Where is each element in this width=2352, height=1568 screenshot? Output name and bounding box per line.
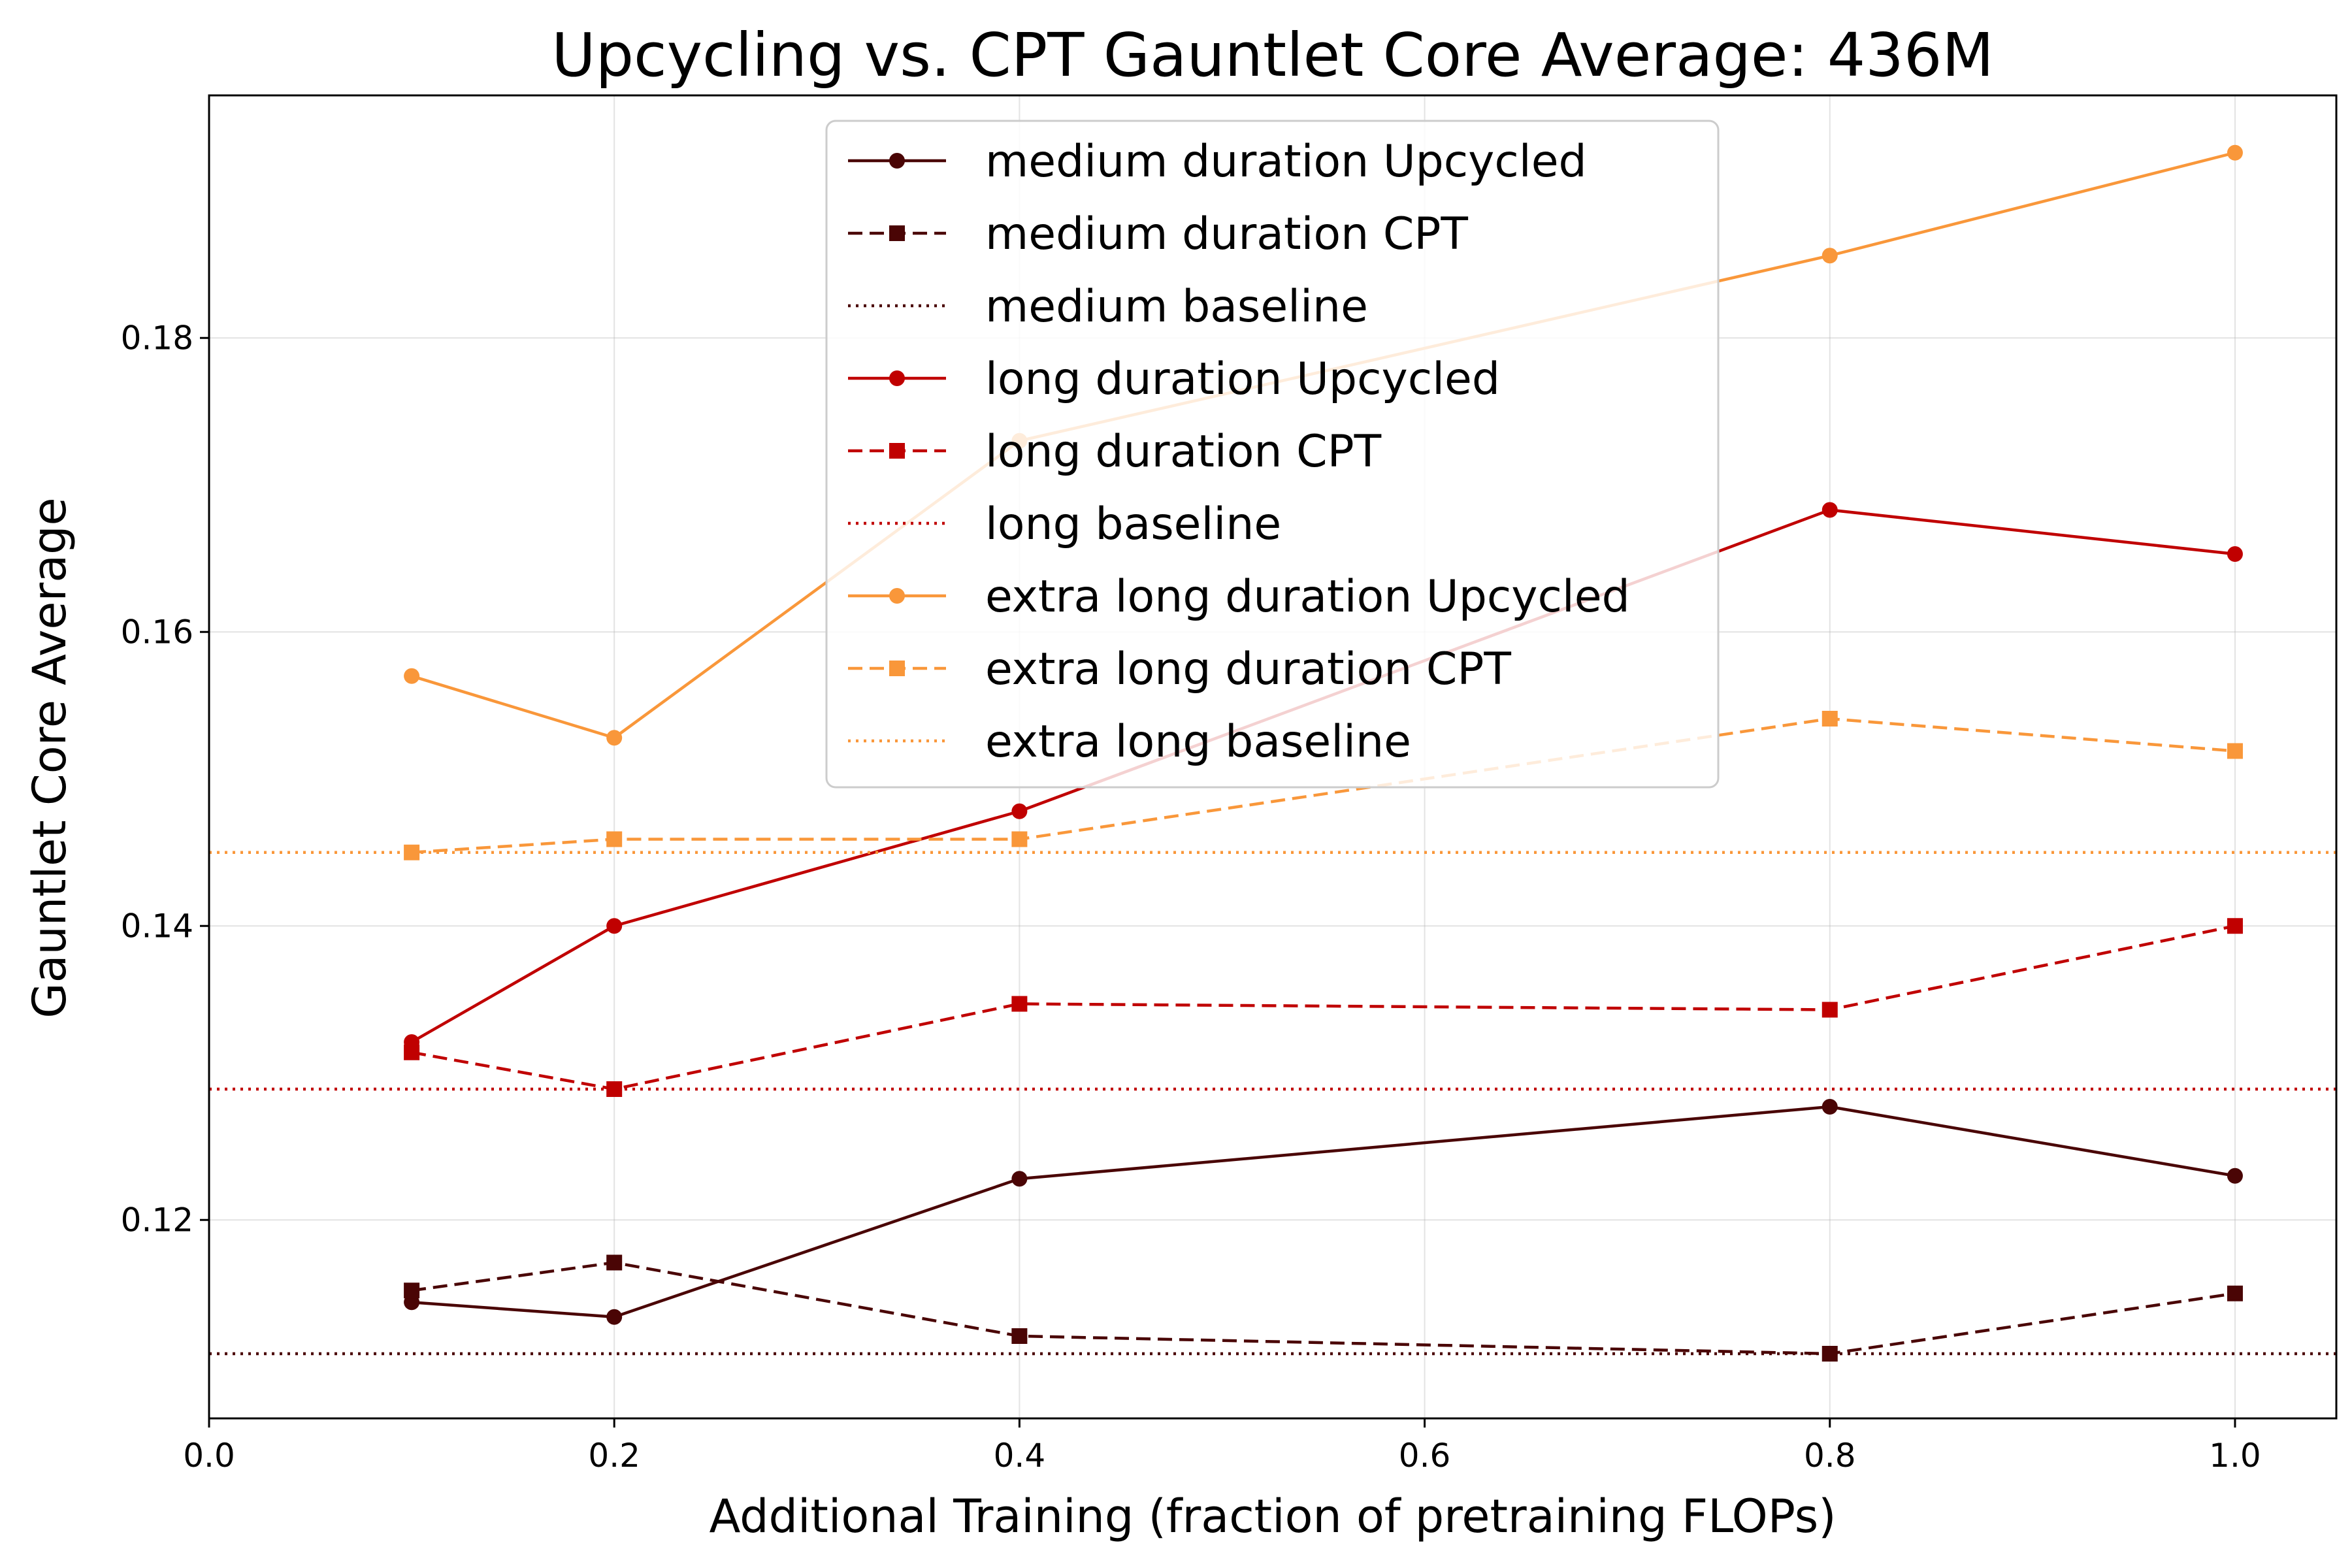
legend-label-medium-duration-upcycled: medium duration Upcycled	[985, 136, 1587, 188]
x-tick-label: 0.6	[1399, 1437, 1451, 1475]
legend-item-medium-duration-cpt: medium duration CPT	[848, 208, 1468, 260]
y-tick-label: 0.16	[121, 613, 193, 651]
legend-item-long-baseline: long baseline	[848, 498, 1281, 550]
point-long-duration-upcycled	[2227, 546, 2243, 562]
point-extra-long-duration-upcycled	[404, 668, 420, 684]
legend-item-extra-long-duration-upcycled: extra long duration Upcycled	[848, 571, 1630, 623]
point-medium-duration-upcycled	[606, 1309, 623, 1325]
legend-marker-long-duration-cpt	[889, 443, 905, 459]
legend-marker-medium-duration-upcycled	[889, 153, 905, 169]
legend-label-long-duration-upcycled: long duration Upcycled	[985, 353, 1500, 405]
x-tick-label: 0.0	[183, 1437, 235, 1475]
point-extra-long-duration-upcycled	[2227, 144, 2243, 161]
point-medium-duration-upcycled	[1821, 1099, 1838, 1115]
axis-ticks: 0.0 0.2 0.4 0.6 0.8 1.0 0.12 0.14 0.16 0.18	[121, 319, 2261, 1475]
point-extra-long-duration-upcycled	[606, 730, 623, 746]
legend-item-long-duration-upcycled: long duration Upcycled	[848, 353, 1500, 405]
y-axis-label: Gauntlet Core Average	[23, 497, 76, 1018]
x-tick-label: 0.4	[994, 1437, 1046, 1475]
x-tick-label: 0.8	[1804, 1437, 1856, 1475]
legend-item-medium-duration-upcycled: medium duration Upcycled	[848, 136, 1587, 188]
plot-frame	[208, 94, 2338, 1420]
x-tick-label: 1.0	[2209, 1437, 2261, 1475]
point-long-duration-upcycled	[1011, 803, 1028, 819]
point-long-duration-cpt	[2227, 918, 2243, 934]
point-long-duration-cpt	[1821, 1002, 1838, 1018]
line-long-duration-cpt	[411, 924, 2236, 1091]
series-long-duration-cpt	[404, 918, 2243, 1097]
point-long-duration-cpt	[606, 1081, 623, 1097]
legend-item-medium-baseline: medium baseline	[848, 281, 1368, 333]
legend-box	[825, 120, 1720, 789]
point-extra-long-duration-cpt	[1821, 711, 1838, 727]
x-axis-label: Additional Training (fraction of pretrai…	[709, 1490, 1836, 1543]
series-medium-duration-cpt	[404, 1254, 2243, 1362]
point-medium-duration-cpt	[404, 1282, 420, 1299]
legend-label-long-baseline: long baseline	[985, 498, 1281, 550]
point-extra-long-duration-cpt	[2227, 743, 2243, 759]
series-extra-long-duration-cpt	[404, 711, 2243, 860]
point-medium-duration-upcycled	[2227, 1168, 2243, 1184]
point-extra-long-duration-cpt	[606, 831, 623, 847]
chart-title: Upcycling vs. CPT Gauntlet Core Average:…	[551, 20, 1993, 90]
y-tick-label: 0.18	[121, 319, 193, 357]
x-tick-label: 0.2	[588, 1437, 640, 1475]
legend-label-extra-long-duration-upcycled: extra long duration Upcycled	[985, 571, 1630, 623]
point-medium-duration-cpt	[1011, 1328, 1028, 1344]
point-long-duration-upcycled	[1821, 502, 1838, 518]
legend-items: medium duration Upcycled medium duration …	[848, 136, 1630, 768]
legend-marker-long-duration-upcycled	[889, 370, 905, 386]
legend-item-long-duration-cpt: long duration CPT	[848, 426, 1382, 478]
series-medium-duration-upcycled	[404, 1099, 2243, 1325]
y-tick-label: 0.14	[121, 907, 193, 945]
point-medium-duration-cpt	[606, 1254, 623, 1271]
legend-label-medium-duration-cpt: medium duration CPT	[985, 208, 1468, 260]
legend-item-extra-long-baseline: extra long baseline	[848, 716, 1411, 768]
legend: medium duration Upcycled medium duration …	[825, 120, 1720, 789]
legend-item-extra-long-duration-cpt: extra long duration CPT	[848, 644, 1511, 695]
point-long-duration-cpt	[1011, 996, 1028, 1012]
point-medium-duration-upcycled	[1011, 1171, 1028, 1187]
legend-marker-extra-long-duration-cpt	[889, 661, 905, 676]
y-tick-label: 0.12	[121, 1201, 193, 1239]
point-long-duration-cpt	[404, 1044, 420, 1060]
point-medium-duration-cpt	[2227, 1285, 2243, 1301]
legend-label-long-duration-cpt: long duration CPT	[985, 426, 1382, 478]
legend-label-extra-long-duration-cpt: extra long duration CPT	[985, 644, 1511, 695]
point-extra-long-duration-upcycled	[1821, 248, 1838, 264]
legend-label-extra-long-baseline: extra long baseline	[985, 716, 1411, 768]
legend-label-medium-baseline: medium baseline	[985, 281, 1368, 333]
point-extra-long-duration-cpt	[1011, 831, 1028, 847]
legend-marker-extra-long-duration-upcycled	[889, 588, 905, 604]
point-long-duration-upcycled	[606, 918, 623, 934]
legend-marker-medium-duration-cpt	[889, 225, 905, 241]
